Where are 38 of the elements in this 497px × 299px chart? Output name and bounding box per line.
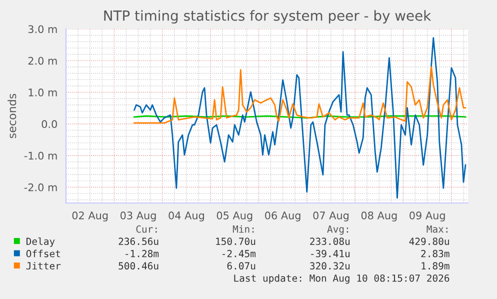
text: -2.45m bbox=[222, 250, 256, 258]
x-tick-label: 06 Aug bbox=[265, 212, 300, 222]
text: 320.32u bbox=[310, 262, 350, 270]
text: Last update: Mon Aug 10 08:15:07 2026 bbox=[234, 274, 450, 284]
y-tick-label: 2.0 m bbox=[28, 56, 57, 65]
text: Avg: bbox=[327, 226, 348, 235]
y-tick-label: -1.0 m bbox=[24, 152, 57, 160]
legend-label: Jitter bbox=[26, 262, 61, 270]
text: Cur: bbox=[136, 225, 157, 233]
text: 1.89m bbox=[422, 262, 450, 270]
x-tick-label: 07 Aug bbox=[313, 212, 348, 222]
legend-label: Delay bbox=[26, 237, 55, 247]
y-axis-title: seconds bbox=[8, 94, 16, 138]
text: -39.41u bbox=[311, 250, 350, 258]
x-tick-label: 05 Aug bbox=[216, 212, 252, 222]
x-tick-label: 02 Aug bbox=[72, 212, 108, 222]
text: 233.08u bbox=[310, 238, 350, 246]
legend-label: Offset bbox=[26, 250, 60, 258]
x-tick-label: 08 Aug bbox=[361, 212, 397, 222]
chart-title: NTP timing statistics for system peer - by week bbox=[104, 10, 432, 24]
y-tick-label: 0.0 bbox=[42, 120, 57, 128]
text: Max: bbox=[426, 226, 448, 233]
x-tick-label: 03 Aug bbox=[120, 212, 156, 222]
line-series bbox=[134, 66, 466, 124]
x-tick-label: 09 Aug bbox=[410, 212, 445, 222]
x-tick-label: 04 Aug bbox=[168, 212, 204, 222]
y-tick-label: 3.0 m bbox=[28, 25, 57, 34]
text: Min: bbox=[232, 225, 254, 233]
text: -1.28m bbox=[126, 250, 159, 258]
text: 429.80u bbox=[409, 238, 449, 246]
text: 500.46u bbox=[118, 262, 158, 270]
y-tick-label: -2.0 m bbox=[24, 183, 57, 192]
text: 2.83m bbox=[421, 250, 450, 258]
y-tick-label: 1.0 m bbox=[28, 88, 57, 96]
line-series bbox=[134, 37, 466, 199]
text: 236.56u bbox=[118, 238, 158, 246]
text: 6.07u bbox=[227, 262, 256, 270]
text: 150.70u bbox=[216, 238, 256, 246]
